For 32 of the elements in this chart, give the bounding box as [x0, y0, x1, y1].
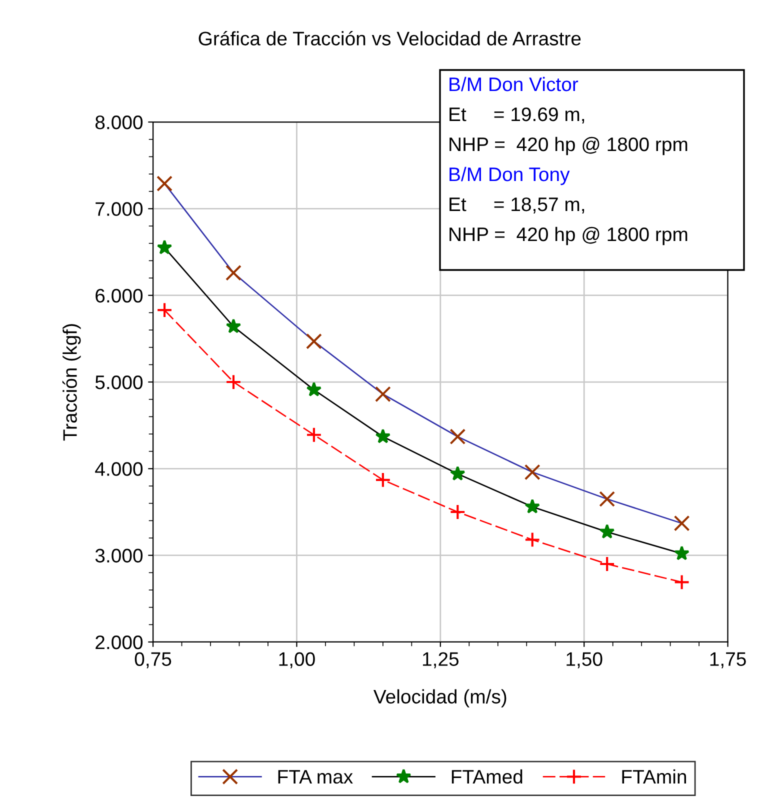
x-tick-label: 1,75 [710, 652, 746, 668]
legend-label: FTAmed [452, 769, 522, 784]
y-tick-label: 4.000 [95, 462, 143, 476]
y-tick-label: 3.000 [95, 548, 143, 563]
text: B/M Don Victor [450, 76, 578, 92]
annotation: Et = 18,57 m, [450, 197, 584, 214]
point [226, 374, 242, 390]
x-tick-label: 0,75 [134, 652, 172, 668]
x-tick-label: 1,00 [279, 652, 315, 668]
annotation: B/M Don Tony [450, 166, 570, 186]
x-tick-label: 1,50 [566, 652, 602, 668]
point [306, 426, 322, 443]
y-tick-label: 7.000 [96, 202, 143, 216]
point [524, 532, 540, 548]
y-tick-label: 2.000 [96, 635, 143, 650]
point [599, 556, 616, 572]
point [450, 504, 466, 520]
point [674, 574, 690, 590]
annotation: NHP = 420 hp @ 1800 rpm [450, 226, 688, 246]
x-tick-label: 1,25 [422, 652, 459, 668]
y-tick-label: 5.000 [95, 375, 143, 390]
y-tick-label: 6.000 [96, 288, 143, 303]
legend-label: FTA max [278, 770, 353, 784]
point [374, 472, 391, 488]
annotation: Et = 19.69 m, [450, 107, 584, 124]
legend-label: FTAmin [622, 769, 686, 784]
chart-title: Gráfica de Tracción vs Velocidad de Arrastre [198, 30, 581, 46]
y-tick-label: 8.000 [96, 116, 143, 130]
point [156, 302, 173, 318]
y-axis-title: Tracción (kgf) [62, 324, 81, 441]
annotation: NHP = 420 hp @ 1800 rpm [450, 136, 688, 156]
x-axis-title: Velocidad (m/s) [373, 689, 506, 708]
